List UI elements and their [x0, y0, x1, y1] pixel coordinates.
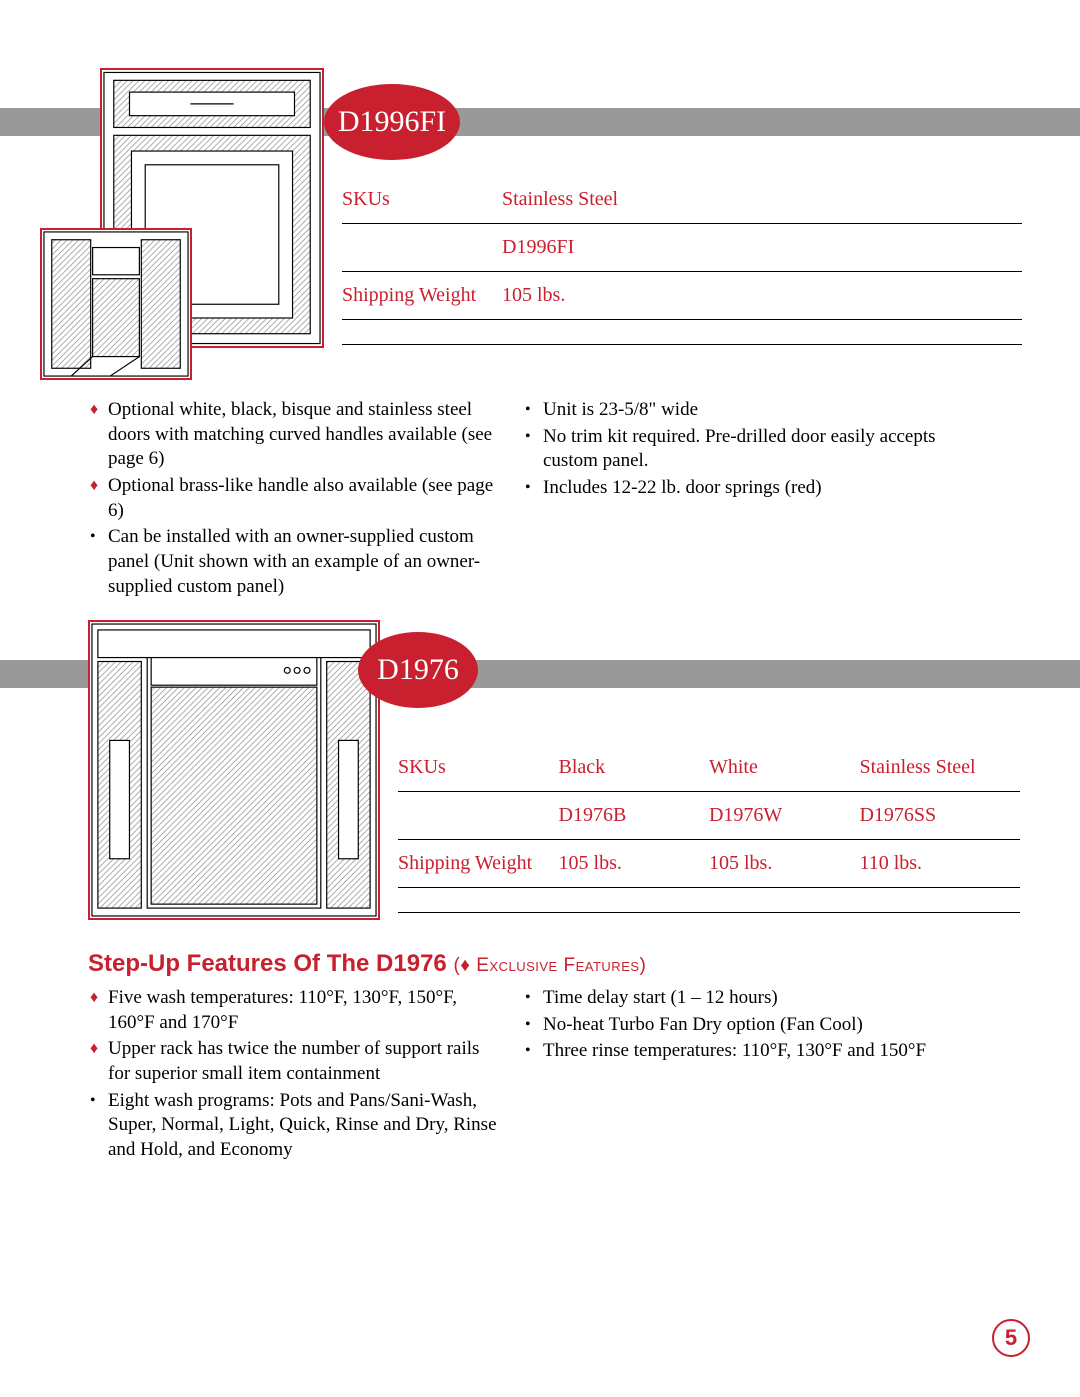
- spec-value: [709, 888, 859, 913]
- diamond-icon: ♦: [90, 400, 98, 421]
- feature-item: • Includes 12-22 lb. door springs (red): [521, 476, 936, 501]
- spec-label: [398, 888, 559, 913]
- feature-text: Five wash temperatures: 110°F, 130°F, 15…: [108, 987, 457, 1033]
- bullet-icon: •: [525, 1015, 531, 1036]
- bullet-icon: •: [90, 527, 96, 548]
- product1-badge-label: D1996FI: [338, 105, 446, 139]
- heading-sub: (♦ Exclusive Features): [453, 955, 646, 976]
- spec-value: D1976W: [709, 792, 859, 840]
- spec-value: 105 lbs.: [502, 272, 1022, 320]
- table-row: [342, 320, 1022, 345]
- spec-value: 105 lbs.: [559, 840, 709, 888]
- feature-item: ♦ Optional brass-like handle also availab…: [86, 474, 501, 523]
- feature-text: Optional white, black, bisque and stainl…: [108, 399, 492, 469]
- feature-text: Eight wash programs: Pots and Pans/Sani-…: [108, 1090, 497, 1160]
- table-row: D1996FI: [342, 224, 1022, 272]
- spec-label: Shipping Weight: [398, 840, 559, 888]
- diamond-icon: ♦: [90, 1039, 98, 1060]
- spec-label: SKUs: [342, 176, 502, 224]
- feature-text: No-heat Turbo Fan Dry option (Fan Cool): [543, 1014, 863, 1035]
- product2-features: ♦ Five wash temperatures: 110°F, 130°F, 1…: [86, 986, 936, 1165]
- feature-item: ♦ Upper rack has twice the number of supp…: [86, 1037, 501, 1086]
- feature-item: • Three rinse temperatures: 110°F, 130°F …: [521, 1039, 936, 1064]
- feature-text: Includes 12-22 lb. door springs (red): [543, 477, 822, 498]
- product2-heading: Step-Up Features Of The D1976 (♦ Exclusi…: [88, 950, 646, 978]
- bullet-icon: •: [90, 1091, 96, 1112]
- feature-text: Unit is 23-5/8" wide: [543, 399, 698, 420]
- feature-item: • Can be installed with an owner-supplied…: [86, 525, 501, 599]
- bullet-icon: •: [525, 478, 531, 499]
- spec-value: 110 lbs.: [859, 840, 1020, 888]
- product2-badge: D1976: [358, 632, 478, 708]
- bullet-icon: •: [525, 988, 531, 1009]
- spec-value: D1996FI: [502, 224, 1022, 272]
- feature-text: Upper rack has twice the number of suppo…: [108, 1038, 479, 1084]
- spec-label: SKUs: [398, 744, 559, 792]
- feature-item: • No-heat Turbo Fan Dry option (Fan Cool): [521, 1013, 936, 1038]
- table-row: Shipping Weight105 lbs.105 lbs.110 lbs.: [398, 840, 1020, 888]
- diamond-icon: ♦: [90, 476, 98, 497]
- spec-value: Stainless Steel: [859, 744, 1020, 792]
- feature-item: • No trim kit required. Pre-drilled door …: [521, 425, 936, 474]
- feature-text: Optional brass-like handle also availabl…: [108, 475, 493, 521]
- product1-badge: D1996FI: [324, 84, 460, 160]
- product2-badge-label: D1976: [377, 653, 459, 687]
- table-row: [398, 888, 1020, 913]
- table-row: D1976BD1976WD1976SS: [398, 792, 1020, 840]
- page-number-value: 5: [1005, 1325, 1017, 1351]
- spec-value: D1976SS: [859, 792, 1020, 840]
- heading-main: Step-Up Features Of The D1976: [88, 950, 447, 977]
- table-row: SKUsStainless Steel: [342, 176, 1022, 224]
- spec-label: [342, 320, 502, 345]
- spec-value: [559, 888, 709, 913]
- spec-value: Black: [559, 744, 709, 792]
- product2-spec-table: SKUsBlackWhiteStainless SteelD1976BD1976…: [398, 744, 1020, 913]
- spec-value: [502, 320, 1022, 345]
- spec-value: D1976B: [559, 792, 709, 840]
- spec-label: [398, 792, 559, 840]
- spec-label: [342, 224, 502, 272]
- spec-value: Stainless Steel: [502, 176, 1022, 224]
- product1-features: ♦ Optional white, black, bisque and stain…: [86, 398, 936, 602]
- product1-spec-table: SKUsStainless SteelD1996FIShipping Weigh…: [342, 176, 1022, 345]
- bullet-icon: •: [525, 427, 531, 448]
- feature-text: No trim kit required. Pre-drilled door e…: [543, 426, 936, 472]
- table-row: SKUsBlackWhiteStainless Steel: [398, 744, 1020, 792]
- feature-text: Can be installed with an owner-supplied …: [108, 526, 480, 596]
- feature-item: • Unit is 23-5/8" wide: [521, 398, 936, 423]
- diamond-icon: ♦: [90, 988, 98, 1009]
- spec-label: Shipping Weight: [342, 272, 502, 320]
- feature-item: ♦ Optional white, black, bisque and stain…: [86, 398, 501, 472]
- feature-item: ♦ Five wash temperatures: 110°F, 130°F, 1…: [86, 986, 501, 1035]
- product1-inset-image: [40, 228, 192, 380]
- feature-text: Time delay start (1 – 12 hours): [543, 987, 778, 1008]
- feature-item: • Time delay start (1 – 12 hours): [521, 986, 936, 1011]
- spec-value: 105 lbs.: [709, 840, 859, 888]
- bullet-icon: •: [525, 400, 531, 421]
- feature-text: Three rinse temperatures: 110°F, 130°F a…: [543, 1040, 926, 1061]
- spec-value: [859, 888, 1020, 913]
- bullet-icon: •: [525, 1041, 531, 1062]
- feature-item: • Eight wash programs: Pots and Pans/Sani…: [86, 1089, 501, 1163]
- spec-value: White: [709, 744, 859, 792]
- table-row: Shipping Weight105 lbs.: [342, 272, 1022, 320]
- page-number: 5: [992, 1319, 1030, 1357]
- product2-image: [88, 620, 380, 920]
